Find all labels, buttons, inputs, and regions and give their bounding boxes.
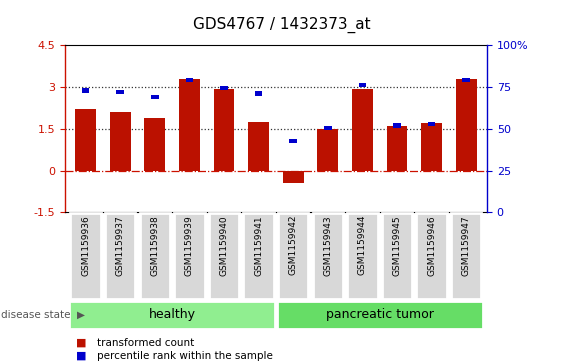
FancyBboxPatch shape [70,213,101,299]
Bar [393,123,401,128]
FancyBboxPatch shape [278,213,309,299]
Text: ■: ■ [76,338,87,348]
FancyBboxPatch shape [105,213,135,299]
Text: GSM1159943: GSM1159943 [323,215,332,276]
Bar [255,91,262,95]
Bar [248,122,269,171]
Bar [151,95,159,99]
Bar [387,126,408,171]
Bar [462,78,470,82]
Text: transformed count: transformed count [97,338,195,348]
Bar [110,112,131,171]
Text: GSM1159945: GSM1159945 [392,215,401,276]
Bar [421,123,442,171]
Text: GSM1159946: GSM1159946 [427,215,436,276]
Bar [283,171,303,183]
FancyBboxPatch shape [312,213,343,299]
Bar [359,83,366,87]
Bar [213,89,234,171]
Bar [289,139,297,143]
FancyBboxPatch shape [276,301,483,329]
Bar [220,86,228,90]
FancyBboxPatch shape [243,213,274,299]
Text: GSM1159942: GSM1159942 [289,215,298,276]
Text: percentile rank within the sample: percentile rank within the sample [97,351,273,361]
FancyBboxPatch shape [174,213,204,299]
FancyBboxPatch shape [451,213,481,299]
Bar [318,129,338,171]
Text: disease state  ▶: disease state ▶ [1,310,85,320]
Bar [428,122,435,126]
Text: GSM1159939: GSM1159939 [185,215,194,276]
FancyBboxPatch shape [69,301,275,329]
Bar [82,88,90,93]
Text: GSM1159940: GSM1159940 [220,215,229,276]
Bar [75,109,96,171]
Text: GSM1159944: GSM1159944 [358,215,367,276]
FancyBboxPatch shape [209,213,239,299]
FancyBboxPatch shape [140,213,170,299]
Text: pancreatic tumor: pancreatic tumor [326,309,434,321]
Bar [324,126,332,130]
FancyBboxPatch shape [417,213,447,299]
Bar [186,78,193,82]
Text: GSM1159937: GSM1159937 [115,215,124,276]
Bar [117,90,124,94]
FancyBboxPatch shape [347,213,378,299]
Text: GDS4767 / 1432373_at: GDS4767 / 1432373_at [193,16,370,33]
Text: GSM1159938: GSM1159938 [150,215,159,276]
Text: GSM1159936: GSM1159936 [81,215,90,276]
FancyBboxPatch shape [382,213,412,299]
Bar [144,118,165,171]
Text: GSM1159947: GSM1159947 [462,215,471,276]
Text: GSM1159941: GSM1159941 [254,215,263,276]
Bar [179,79,200,171]
Text: healthy: healthy [149,309,195,321]
Bar [352,89,373,171]
Text: ■: ■ [76,351,87,361]
Bar [456,79,477,171]
